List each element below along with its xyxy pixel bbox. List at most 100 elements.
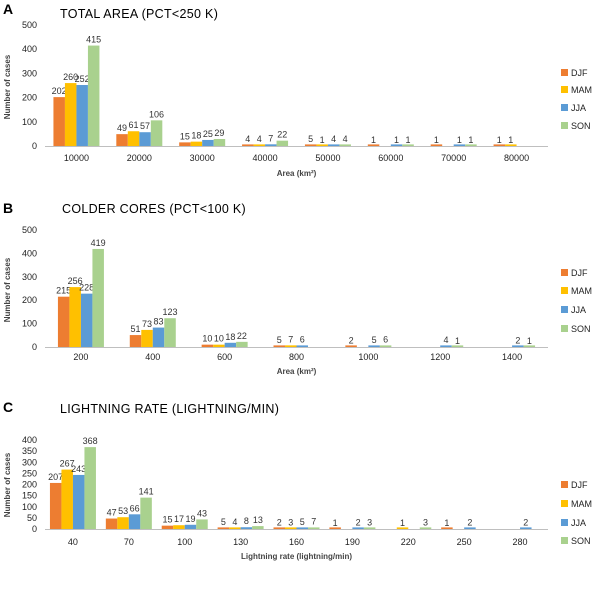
data-label: 1 xyxy=(455,336,460,346)
y-tick-label: 300 xyxy=(22,68,37,78)
legend-swatch-jja xyxy=(561,104,568,111)
y-tick-label: 250 xyxy=(22,468,37,478)
data-label: 13 xyxy=(253,515,263,525)
bar-mam xyxy=(229,527,241,529)
x-tick-label: 200 xyxy=(73,352,88,362)
legend-swatch-jja xyxy=(561,306,568,313)
y-tick-label: 400 xyxy=(22,435,37,445)
chart-title: COLDER CORES (PCT<100 K) xyxy=(62,202,246,216)
data-label: 4 xyxy=(245,134,250,144)
bar-djf xyxy=(116,134,128,146)
data-label: 1 xyxy=(508,135,513,145)
legend-swatch-djf xyxy=(561,269,568,276)
legend-label: MAM xyxy=(571,286,592,296)
bar-jja xyxy=(184,524,197,529)
bar-jja xyxy=(128,514,141,529)
data-label: 106 xyxy=(149,109,164,119)
bar-jja xyxy=(464,527,476,529)
bar-djf xyxy=(273,527,285,529)
legend-swatch-son xyxy=(561,325,568,332)
x-tick-label: 80000 xyxy=(504,153,529,163)
bar-mam xyxy=(213,344,225,347)
bar-mam xyxy=(127,131,140,146)
data-label: 15 xyxy=(180,131,190,141)
data-label: 267 xyxy=(60,459,75,469)
bar-son xyxy=(451,345,464,347)
data-label: 3 xyxy=(423,517,428,527)
data-label: 2 xyxy=(349,336,354,346)
legend-label: MAM xyxy=(571,499,592,509)
y-tick-label: 300 xyxy=(22,457,37,467)
bar-djf xyxy=(441,527,453,529)
data-label: 228 xyxy=(79,283,94,293)
bar-son xyxy=(164,318,176,347)
bar-djf xyxy=(57,296,70,347)
x-axis-label: Lightning rate (lightning/min) xyxy=(241,552,352,561)
bar-mam xyxy=(61,469,73,529)
bar-mam xyxy=(190,141,203,146)
y-axis-label: Number of cases xyxy=(3,257,12,322)
data-label: 5 xyxy=(221,517,226,527)
data-label: 415 xyxy=(86,35,101,45)
data-label: 47 xyxy=(107,508,117,518)
x-tick-label: 280 xyxy=(513,537,528,547)
data-label: 17 xyxy=(174,514,184,524)
x-axis-label: Area (km²) xyxy=(277,169,317,178)
y-tick-label: 100 xyxy=(22,117,37,127)
legend-swatch-jja xyxy=(561,519,568,526)
data-label: 15 xyxy=(162,515,172,525)
data-label: 8 xyxy=(244,516,249,526)
bar-son xyxy=(213,138,226,146)
data-label: 61 xyxy=(129,120,139,130)
bar-jja xyxy=(390,144,403,146)
data-label: 53 xyxy=(118,506,128,516)
bar-jja xyxy=(80,293,93,347)
legend-swatch-son xyxy=(561,537,568,544)
bar-son xyxy=(196,519,208,529)
data-label: 73 xyxy=(142,319,152,329)
data-label: 2 xyxy=(277,518,282,528)
data-label: 260 xyxy=(63,72,78,82)
data-label: 19 xyxy=(185,514,195,524)
data-label: 1 xyxy=(333,518,338,528)
data-label: 202 xyxy=(52,86,67,96)
legend-swatch-mam xyxy=(561,500,568,507)
bar-djf xyxy=(179,142,191,146)
y-tick-label: 0 xyxy=(32,524,37,534)
bar-son xyxy=(87,45,100,146)
bar-son xyxy=(236,341,248,347)
bar-son xyxy=(379,345,392,347)
bar-jja xyxy=(152,327,165,347)
bar-djf xyxy=(273,345,285,347)
legend-swatch-son xyxy=(561,122,568,129)
bar-mam xyxy=(117,517,129,529)
bar-jja xyxy=(76,85,88,146)
bar-djf xyxy=(367,144,380,146)
legend-label: DJF xyxy=(571,68,588,78)
legend-swatch-mam xyxy=(561,287,568,294)
data-label: 243 xyxy=(71,464,86,474)
x-tick-label: 30000 xyxy=(190,153,215,163)
y-tick-label: 500 xyxy=(22,20,37,30)
data-label: 4 xyxy=(443,335,448,345)
x-tick-label: 1200 xyxy=(430,352,450,362)
x-tick-label: 50000 xyxy=(315,153,340,163)
y-tick-label: 0 xyxy=(32,342,37,352)
y-tick-label: 400 xyxy=(22,248,37,258)
bar-jja xyxy=(296,527,308,529)
data-label: 18 xyxy=(191,131,201,141)
data-label: 1 xyxy=(394,135,399,145)
bar-jja xyxy=(240,527,253,529)
x-tick-label: 220 xyxy=(401,537,416,547)
bar-jja xyxy=(296,345,308,347)
data-label: 2 xyxy=(356,518,361,528)
bar-djf xyxy=(329,527,341,529)
bar-son xyxy=(419,527,432,529)
x-tick-label: 250 xyxy=(457,537,472,547)
x-tick-label: 70000 xyxy=(441,153,466,163)
bar-djf xyxy=(49,482,62,529)
chart-title: TOTAL AREA (PCT<250 K) xyxy=(60,7,218,21)
data-label: 215 xyxy=(56,286,71,296)
bar-djf xyxy=(201,344,214,347)
y-tick-label: 100 xyxy=(22,319,37,329)
